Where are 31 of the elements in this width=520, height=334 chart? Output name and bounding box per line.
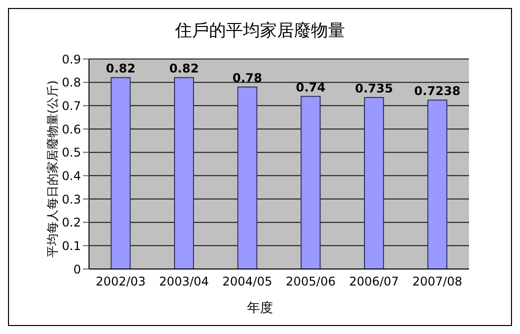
bar — [300, 96, 321, 269]
y-tick-label: 0.5 — [62, 146, 81, 160]
chart-title: 住戶的平均家居廢物量 — [174, 20, 346, 43]
x-tick-label: 2002/03 — [96, 274, 146, 289]
y-tick-label: 0 — [73, 262, 81, 276]
x-tick-label: 2005/06 — [286, 274, 336, 289]
bar — [237, 86, 258, 269]
y-tick-label: 0.8 — [62, 76, 81, 90]
data-label: 0.82 — [106, 62, 136, 76]
y-tick-label: 0.9 — [62, 52, 81, 66]
bar — [174, 77, 194, 269]
y-tick-label: 0.7 — [62, 98, 81, 113]
data-label: 0.7238 — [414, 84, 460, 98]
y-tick-label: 0.3 — [62, 192, 81, 206]
x-tick-label: 2007/08 — [412, 274, 462, 289]
y-axis-title: 平均每人每日的家居廢物量(公斤) — [44, 80, 60, 258]
y-tick-label: 0.2 — [62, 216, 81, 230]
data-label: 0.74 — [296, 80, 326, 94]
x-tick-label: 2003/04 — [159, 274, 209, 289]
x-axis-title: 年度 — [246, 300, 274, 317]
y-tick-label: 0.6 — [62, 122, 81, 136]
y-tick-label: 0.4 — [62, 168, 81, 183]
x-tick-label: 2006/07 — [349, 274, 399, 289]
data-label: 0.735 — [355, 82, 393, 96]
bar — [364, 97, 384, 269]
x-tick-label: 2004/05 — [222, 274, 272, 289]
y-tick-label: 0.1 — [62, 238, 81, 253]
bar — [110, 77, 131, 269]
data-label: 0.82 — [169, 62, 199, 76]
bar — [427, 100, 448, 269]
data-label: 0.78 — [232, 71, 262, 85]
